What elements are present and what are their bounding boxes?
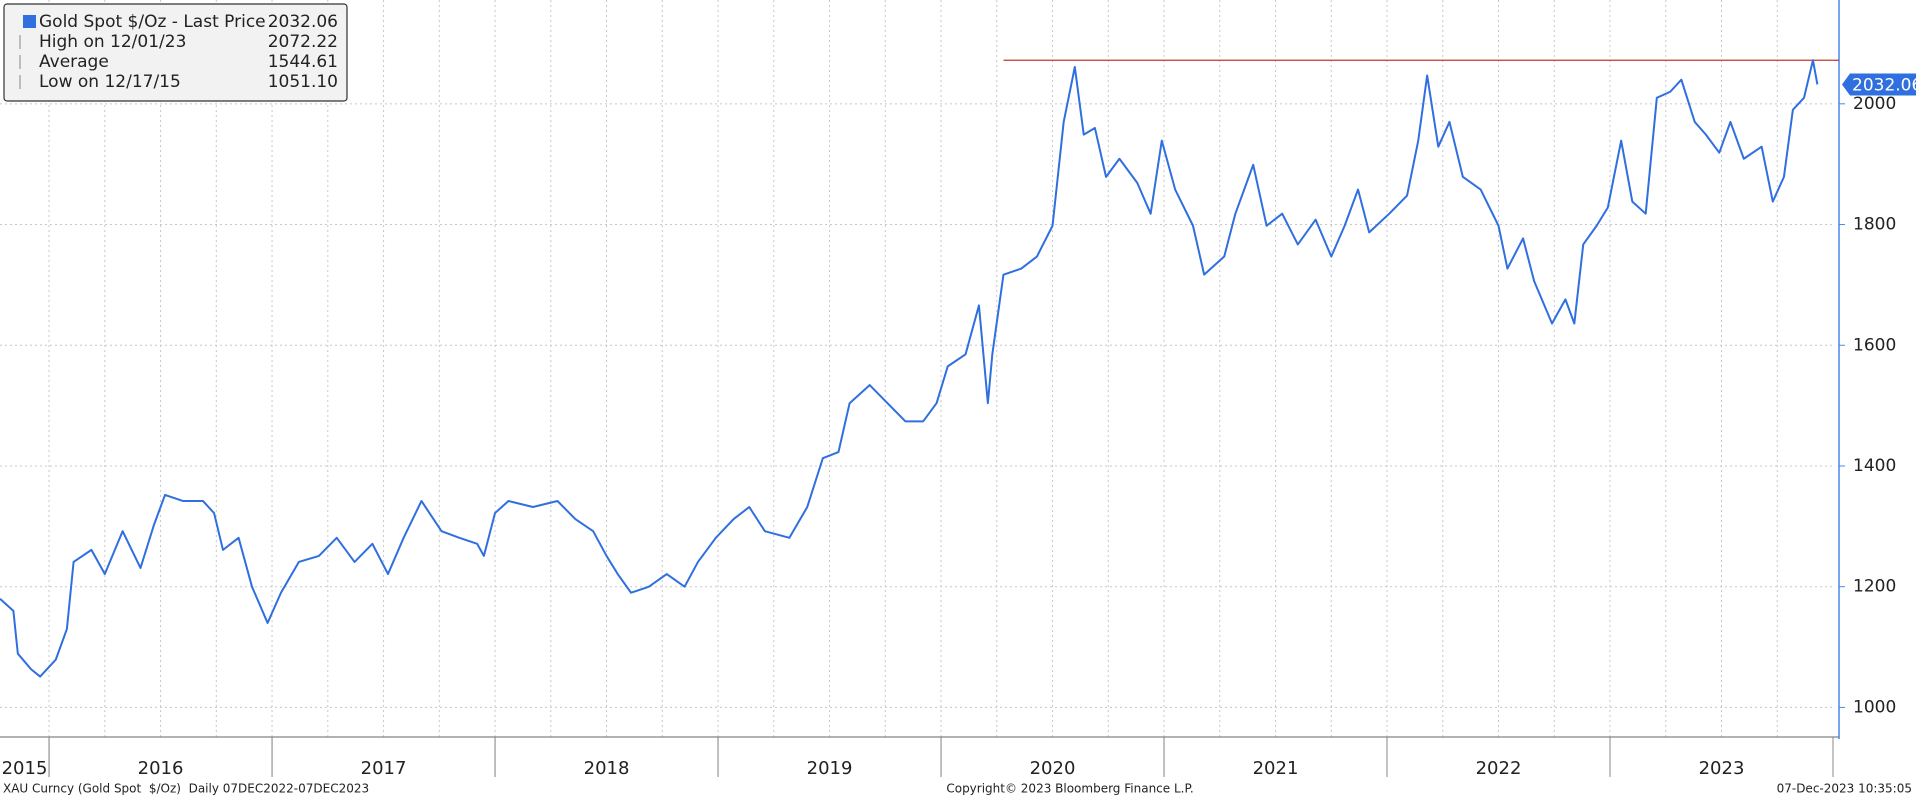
x-tick-label: 2017 [361, 758, 407, 779]
x-tick-label: 2018 [584, 758, 630, 779]
y-tick-label: 1600 [1853, 335, 1896, 355]
x-tick-label: 2022 [1476, 758, 1522, 779]
legend-value: 2032.06 [268, 12, 338, 32]
x-tick-label: 2016 [138, 758, 184, 779]
y-tick-label: 1400 [1853, 456, 1896, 476]
y-tick-label: 1000 [1853, 697, 1896, 717]
x-tick-label: 2021 [1253, 758, 1299, 779]
price-line [0, 59, 1819, 678]
x-tick-label: 2020 [1030, 758, 1076, 779]
legend-swatch [23, 15, 36, 28]
x-tick-label: 2019 [807, 758, 853, 779]
footer-left: XAU Curncy (Gold Spot $/Oz) Daily 07DEC2… [3, 782, 369, 796]
legend-name: Gold Spot $/Oz - Last Price [39, 12, 266, 32]
legend-value: 1051.10 [268, 72, 338, 92]
x-tick-label: 2015 [2, 758, 48, 779]
legend-value: 1544.61 [268, 52, 338, 72]
footer-center: Copyright© 2023 Bloomberg Finance L.P. [946, 782, 1193, 796]
legend: Gold Spot $/Oz - Last Price 2032.06 High o… [3, 3, 348, 102]
last-price-label: 2032.06 [1852, 75, 1916, 95]
legend-value: 2072.22 [268, 32, 338, 52]
y-tick-label: 2000 [1853, 94, 1896, 114]
y-tick-label: 1200 [1853, 577, 1896, 597]
legend-name: High on 12/01/23 [39, 32, 186, 52]
legend-box [3, 3, 348, 102]
x-tick-label: 2023 [1699, 758, 1745, 779]
legend-name: Low on 12/17/15 [39, 72, 181, 92]
footer-right: 07-Dec-2023 10:35:05 [1777, 782, 1912, 796]
last-price-tag [1842, 73, 1916, 96]
legend-name: Average [39, 52, 109, 72]
y-tick-label: 1800 [1853, 215, 1896, 235]
plot-area: 1000 1200 1400 1600 1800 2000 2015 2016 2017 2018… [0, 0, 1916, 779]
